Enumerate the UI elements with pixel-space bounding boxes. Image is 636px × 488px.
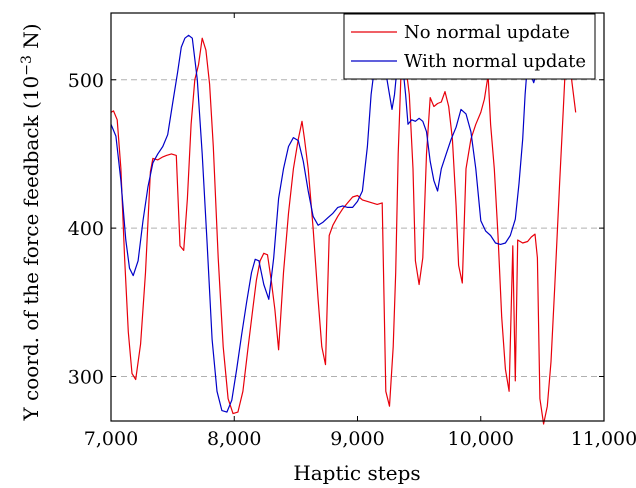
x-tick-label: 7,000 [84, 428, 138, 450]
x-tick-label: 11,000 [571, 428, 636, 450]
legend-label-no-normal-update: No normal update [404, 22, 570, 43]
grid-lines [111, 79, 604, 377]
x-axis: 7,000 8,000 9,000 10,000 11,000 [84, 13, 636, 450]
y-tick-label: 500 [68, 70, 104, 92]
y-axis-label-exponent: −3 [19, 55, 35, 76]
y-tick-label: 300 [68, 366, 104, 388]
x-tick-label: 10,000 [448, 428, 514, 450]
x-tick-label: 8,000 [207, 428, 261, 450]
x-tick-label: 9,000 [330, 428, 384, 450]
series-line-with-normal-update [110, 34, 540, 413]
y-tick-label: 400 [68, 218, 104, 240]
y-axis-label: Y coord. of the force feedback (10−3 N) [19, 23, 43, 421]
y-axis-label-unit: N) [19, 23, 43, 55]
legend-label-with-normal-update: With normal update [404, 51, 586, 72]
legend-box [343, 13, 596, 80]
series-line-no-normal-update [110, 37, 577, 425]
x-axis-label: Haptic steps [293, 461, 420, 485]
y-axis: 300 400 500 [68, 70, 604, 388]
y-axis-label-main: Y coord. of the force feedback (10 [19, 76, 43, 422]
legend: No normal update With normal update [343, 13, 596, 80]
series-layer [110, 34, 577, 425]
